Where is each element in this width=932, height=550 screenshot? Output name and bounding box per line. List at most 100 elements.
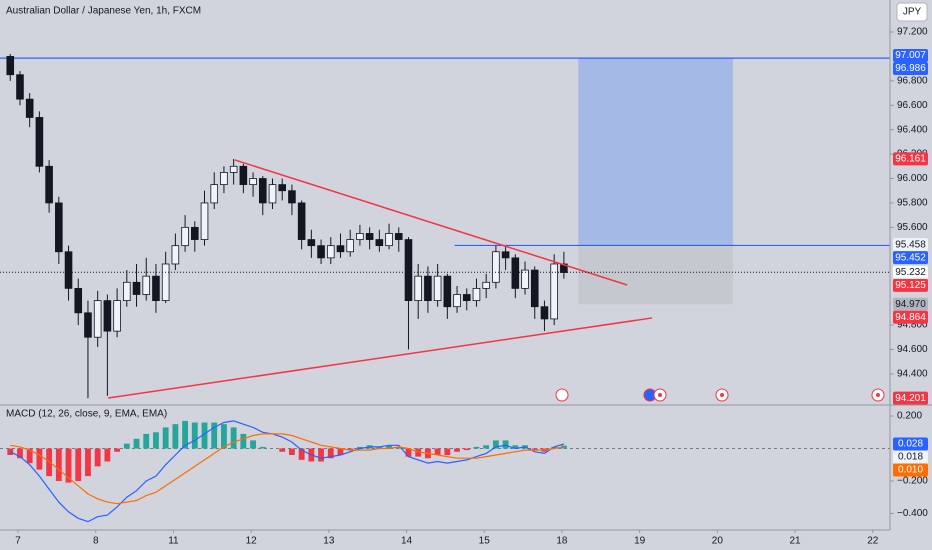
price-badge-label: 0.018 [898,452,923,463]
candle-body [336,245,345,253]
event-icon[interactable] [555,388,569,402]
histogram-bar [473,446,480,449]
y-tick-label: −0.400 [897,508,928,519]
candle-body [521,269,529,289]
candle-body [297,202,306,240]
currency-button[interactable] [896,2,928,22]
candle-body [229,165,238,173]
y-tick-label: 96.000 [897,173,928,184]
price-badge [893,278,928,292]
histogram-bar [191,422,198,449]
histogram-bar [26,448,33,464]
candle-body [132,281,141,295]
histogram-bar [114,448,121,452]
event-dot [720,393,724,397]
histogram-bar [386,445,392,449]
y-tick-label: 96.600 [897,100,928,111]
candle-body [326,245,335,259]
price-badge-label: 94.864 [895,312,926,323]
candle-body [103,300,112,332]
trendline [234,159,628,286]
y-tick-label: −0.200 [897,476,928,487]
candle-body [152,275,160,302]
candle-body [74,287,83,314]
signal-line [10,433,564,505]
candle-body [501,251,510,259]
candle-body [453,294,461,308]
candle-body [560,263,568,273]
histogram-bar [221,424,227,449]
candle-body [482,281,490,289]
histogram-bar [454,448,460,452]
candle-body [268,184,277,204]
histogram-bar [46,448,53,477]
histogram-bar [162,427,169,449]
histogram-bar [512,445,519,449]
price-badge [893,152,928,166]
candle-body [530,269,539,308]
price-badge [893,265,928,279]
histogram-bar [123,443,130,449]
x-tick-label: 22 [867,536,879,547]
candle-body [540,306,549,320]
event-icons [555,388,885,402]
histogram-bar [347,448,354,451]
chart-title: Australian Dollar / Japanese Yen, 1h, FX… [6,6,201,17]
candle-body [511,257,520,289]
candle-body [394,233,403,240]
candle-body [210,184,219,204]
candle-body [55,202,63,253]
histogram-bar [298,448,305,460]
candle-body [25,98,34,118]
histogram-bar [259,446,266,449]
candle-body [472,287,481,302]
candle-body [550,263,558,320]
histogram-bar [211,422,218,449]
candle-body [113,300,121,332]
candle-body [385,233,393,247]
x-tick-label: 13 [323,536,335,547]
price-badge [893,463,928,477]
histogram-bar [357,446,363,449]
histogram-bar [36,448,43,470]
candle-body [356,233,364,240]
price-pane: 97.20096.80096.60096.40096.20096.00095.8… [0,27,928,405]
macd-title: MACD (12, 26, close, 9, EMA, EMA) [6,409,167,420]
candle-body [171,245,180,265]
candle-body [181,226,189,247]
position-profit [578,58,733,246]
price-badge [893,391,928,405]
price-badge-label: 97.007 [895,50,926,61]
histogram-bar [94,448,101,467]
price-badge-label: 96.161 [895,153,926,164]
price-badge-label: 95.452 [895,252,926,263]
candle-body [45,165,53,204]
histogram-bar [75,448,82,481]
price-badge [893,49,928,63]
price-badge-label: 94.201 [895,393,926,404]
histogram-bar [551,446,558,449]
histogram-bar [240,433,247,449]
price-badge-label: 96.986 [895,63,926,74]
x-tick-label: 21 [789,536,801,547]
y-tick-label: 94.400 [897,369,928,380]
candle-body [64,251,73,289]
x-tick-label: 20 [712,536,724,547]
price-badge [893,437,928,451]
y-tick-label: 95.600 [897,222,928,233]
x-tick-label: 19 [634,536,646,547]
candle-body [278,184,287,192]
histogram-bar [405,448,412,457]
histogram-bar [337,448,344,455]
candle-body [365,233,374,240]
price-badge-label: 94.970 [895,299,926,310]
histogram-bar [279,448,286,452]
histogram-bar [182,420,189,449]
y-tick-label: 0.200 [897,411,922,422]
candle-body [317,245,325,259]
histogram-bar [104,448,111,462]
candle-body [220,172,228,186]
